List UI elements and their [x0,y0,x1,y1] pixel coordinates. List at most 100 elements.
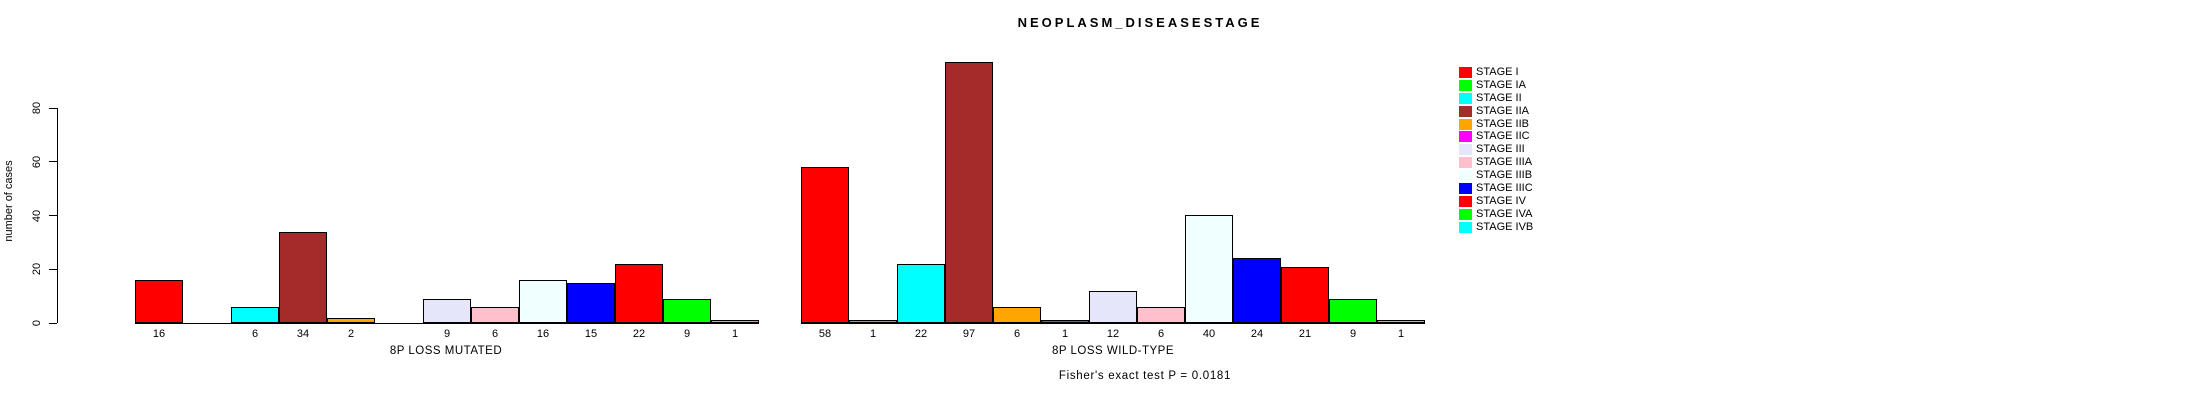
legend-label: STAGE IA [1476,78,1526,91]
bar-value-label: 6 [1157,328,1165,340]
bar-value-label: 1 [1061,328,1069,340]
bar-value-label: 1 [869,328,877,340]
bar-value-label: 16 [152,328,166,340]
legend-swatch-icon [1459,105,1472,117]
bar-value-label: 6 [491,328,499,340]
bar-8p-loss-wild-type-stage-iva [1329,299,1377,323]
bar-value-label: 24 [1250,328,1264,340]
bar-8p-loss-wild-type-stage-iib [993,307,1041,323]
y-tick [49,161,57,163]
bar-8p-loss-wild-type-stage-iii [1089,291,1137,323]
bar-value-label: 40 [1202,328,1216,340]
legend-item-stage-iic: STAGE IIC [1459,131,1533,144]
bar-8p-loss-mutated-stage-ii [231,307,279,323]
y-axis-line [57,108,58,323]
bar-8p-loss-wild-type-stage-iiia [1137,307,1185,323]
bar-8p-loss-wild-type-stage-ia [849,320,897,323]
bar-value-label: 6 [1013,328,1021,340]
bar-8p-loss-wild-type-stage-i [801,167,849,323]
bar-value-label: 16 [536,328,550,340]
legend-item-stage-ivb: STAGE IVB [1459,221,1533,234]
legend-swatch-icon [1459,92,1472,104]
bar-8p-loss-mutated-stage-iiic [567,283,615,323]
legend-label: STAGE III [1476,143,1525,156]
bar-value-label: 34 [296,328,310,340]
legend-swatch-icon [1459,131,1472,143]
bar-8p-loss-wild-type-stage-iic [1041,320,1089,323]
bar-value-label: 9 [1349,328,1357,340]
legend-label: STAGE I [1476,65,1519,78]
legend-label: STAGE II [1476,91,1522,104]
bar-value-label: 97 [962,328,976,340]
bar-value-label: 22 [632,328,646,340]
legend-item-stage-i: STAGE I [1459,66,1533,79]
y-tick [49,268,57,270]
bar-8p-loss-mutated-stage-iv [615,264,663,323]
legend-label: STAGE IVB [1476,220,1534,233]
legend-item-stage-iib: STAGE IIB [1459,118,1533,131]
legend-item-stage-iiia: STAGE IIIA [1459,156,1533,169]
legend-label: STAGE IV [1476,195,1526,208]
fisher-test-annotation: Fisher's exact test P = 0.0181 [1058,370,1232,382]
legend-item-stage-iiic: STAGE IIIC [1459,182,1533,195]
bar-8p-loss-mutated-stage-iva [663,299,711,323]
y-tick-label: 80 [31,101,43,115]
bar-value-label: 6 [251,328,259,340]
bar-8p-loss-wild-type-stage-ivb [1377,320,1425,323]
legend-label: STAGE IIB [1476,117,1529,130]
legend-swatch-icon [1459,118,1472,130]
bar-8p-loss-mutated-stage-iia [279,232,327,323]
bar-value-label: 58 [818,328,832,340]
bar-value-label: 1 [1397,328,1405,340]
bar-8p-loss-mutated-stage-ivb [711,320,759,323]
bar-8p-loss-mutated-stage-iib [327,318,375,323]
y-tick [49,107,57,109]
x-axis-label-wild-type: 8P LOSS WILD-TYPE [1051,345,1175,357]
bar-value-label: 12 [1106,328,1120,340]
legend-item-stage-iv: STAGE IV [1459,195,1533,208]
bar-8p-loss-mutated-stage-iii [423,299,471,323]
legend-label: STAGE IIIA [1476,156,1533,169]
bar-8p-loss-wild-type-stage-iiic [1233,258,1281,323]
legend: STAGE I STAGE IA STAGE II STAGE IIA STAGE II… [1459,66,1533,234]
legend-swatch-icon [1459,183,1472,195]
legend-swatch-icon [1459,157,1472,169]
legend-label: STAGE IVA [1476,207,1533,220]
y-tick-label: 40 [31,209,43,222]
bar-value-label: 2 [347,328,355,340]
bar-value-label: 9 [683,328,691,340]
bar-8p-loss-wild-type-stage-iv [1281,267,1329,323]
bar-value-label: 9 [443,328,451,340]
x-axis-label-mutated: 8P LOSS MUTATED [389,345,503,357]
bar-8p-loss-wild-type-stage-ii [897,264,945,323]
legend-swatch-icon [1459,79,1472,91]
bar-8p-loss-mutated-stage-iiib [519,280,567,323]
legend-label: STAGE IIIB [1476,169,1533,182]
legend-item-stage-iii: STAGE III [1459,143,1533,156]
bar-value-label: 21 [1298,328,1312,340]
y-tick-label: 0 [31,319,43,327]
legend-label: STAGE IIC [1476,130,1530,143]
chart-title: NEOPLASM_DISEASESTAGE [1017,15,1263,30]
legend-item-stage-ii: STAGE II [1459,92,1533,105]
legend-item-stage-iiib: STAGE IIIB [1459,169,1533,182]
bar-value-label: 22 [914,328,928,340]
legend-item-stage-iva: STAGE IVA [1459,208,1533,221]
legend-label: STAGE IIIC [1476,182,1533,195]
x-axis-baseline [801,323,1425,324]
legend-label: STAGE IIA [1476,104,1529,117]
legend-item-stage-iia: STAGE IIA [1459,105,1533,118]
legend-item-stage-ia: STAGE IA [1459,79,1533,92]
y-axis-title: number of cases [3,160,15,242]
y-tick-label: 20 [31,263,43,276]
legend-swatch-icon [1459,66,1472,78]
y-tick [49,322,57,324]
bar-8p-loss-mutated-stage-i [135,280,183,323]
legend-swatch-icon [1459,208,1472,220]
legend-swatch-icon [1459,221,1472,233]
legend-swatch-icon [1459,196,1472,208]
legend-swatch-icon [1459,144,1472,156]
legend-swatch-icon [1459,170,1472,182]
bar-value-label: 1 [731,328,739,340]
